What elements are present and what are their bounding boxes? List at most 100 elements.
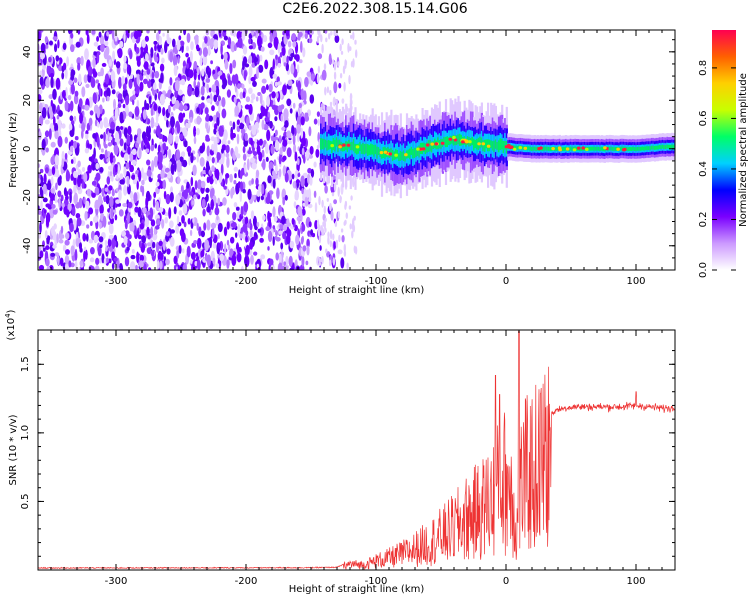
noise-blob: [99, 35, 105, 45]
noise-blob: [99, 166, 104, 173]
signal-band: [476, 138, 479, 150]
noise-blob: [111, 89, 116, 95]
signal-band: [320, 138, 323, 150]
noise-blob: [272, 73, 278, 79]
colorbar-tick-label: 0.6: [698, 110, 709, 126]
noise-blob: [341, 98, 345, 104]
noise-blob: [75, 213, 81, 219]
noise-blob: [193, 80, 196, 88]
noise-blob: [38, 51, 41, 63]
noise-blob: [115, 61, 121, 69]
signal-band: [345, 141, 348, 150]
noise-blob: [141, 39, 146, 48]
noise-blob: [95, 172, 101, 182]
noise-blob: [160, 252, 164, 260]
noise-blob: [232, 211, 237, 221]
noise-blob: [89, 143, 93, 150]
noise-blob: [94, 265, 100, 270]
noise-blob: [170, 163, 175, 175]
noise-blob: [251, 30, 254, 36]
noise-blob: [337, 61, 340, 67]
noise-blob: [162, 135, 168, 143]
noise-blob: [86, 233, 89, 242]
noise-blob: [102, 108, 105, 115]
noise-blob: [73, 77, 78, 83]
signal-band: [599, 147, 602, 151]
signal-band: [660, 145, 663, 149]
noise-blob: [92, 133, 97, 139]
noise-blob: [123, 127, 128, 138]
noise-blob: [246, 116, 250, 128]
noise-blob: [174, 160, 177, 173]
noise-blob: [333, 61, 337, 71]
noise-blob: [108, 223, 114, 235]
noise-blob: [236, 252, 242, 263]
noise-blob: [273, 36, 279, 49]
noise-blob: [150, 219, 156, 227]
noise-blob: [158, 80, 162, 90]
noise-blob: [320, 257, 323, 263]
noise-blob: [199, 57, 203, 66]
noise-blob: [100, 148, 104, 153]
noise-blob: [189, 229, 193, 237]
signal-band: [494, 139, 497, 149]
noise-blob: [73, 192, 78, 205]
noise-blob: [165, 146, 169, 151]
noise-blob: [111, 237, 116, 250]
y-tick-label: -20: [22, 189, 33, 205]
noise-blob: [271, 91, 276, 99]
noise-blob: [129, 153, 134, 162]
noise-blob: [293, 201, 297, 209]
noise-blob: [119, 40, 124, 48]
noise-blob: [85, 200, 90, 210]
noise-blob: [258, 64, 264, 73]
noise-blob: [218, 242, 221, 249]
noise-blob: [198, 226, 202, 237]
noise-blob: [221, 97, 226, 108]
noise-blob: [62, 62, 67, 71]
noise-blob: [300, 127, 304, 140]
noise-blob: [211, 165, 215, 173]
signal-band: [426, 142, 429, 153]
signal-band: [352, 139, 356, 152]
noise-blob: [99, 204, 104, 215]
noise-blob: [251, 162, 257, 170]
noise-blob: [260, 254, 266, 260]
noise-blob: [273, 216, 278, 222]
noise-blob: [206, 145, 210, 157]
signal-band: [608, 146, 611, 151]
noise-blob: [165, 231, 170, 237]
noise-blob: [103, 139, 106, 147]
noise-blob: [307, 167, 312, 174]
noise-blob: [301, 147, 305, 156]
noise-blob: [98, 31, 102, 38]
noise-blob: [38, 178, 41, 185]
noise-blob: [77, 160, 81, 168]
noise-blob: [223, 35, 228, 41]
noise-blob: [84, 147, 90, 154]
signal-band: [650, 145, 653, 150]
noise-blob: [308, 154, 314, 159]
noise-blob: [182, 263, 187, 270]
noise-blob: [88, 156, 92, 162]
signal-band: [483, 139, 487, 152]
noise-blob: [76, 217, 82, 227]
noise-blob: [106, 87, 111, 98]
signal-band: [380, 150, 384, 159]
noise-blob: [292, 41, 297, 48]
noise-blob: [130, 254, 136, 260]
noise-blob: [329, 202, 332, 212]
noise-blob: [136, 59, 141, 67]
noise-blob: [313, 118, 318, 125]
noise-blob: [171, 96, 176, 105]
noise-blob: [133, 30, 139, 40]
signal-peak: [504, 145, 509, 149]
noise-blob: [78, 242, 82, 250]
noise-blob: [125, 209, 128, 216]
noise-blob: [267, 230, 273, 243]
noise-blob: [288, 255, 293, 267]
signal-peak: [453, 138, 458, 142]
noise-blob: [223, 52, 228, 61]
noise-blob: [275, 54, 278, 60]
noise-blob: [126, 64, 130, 75]
